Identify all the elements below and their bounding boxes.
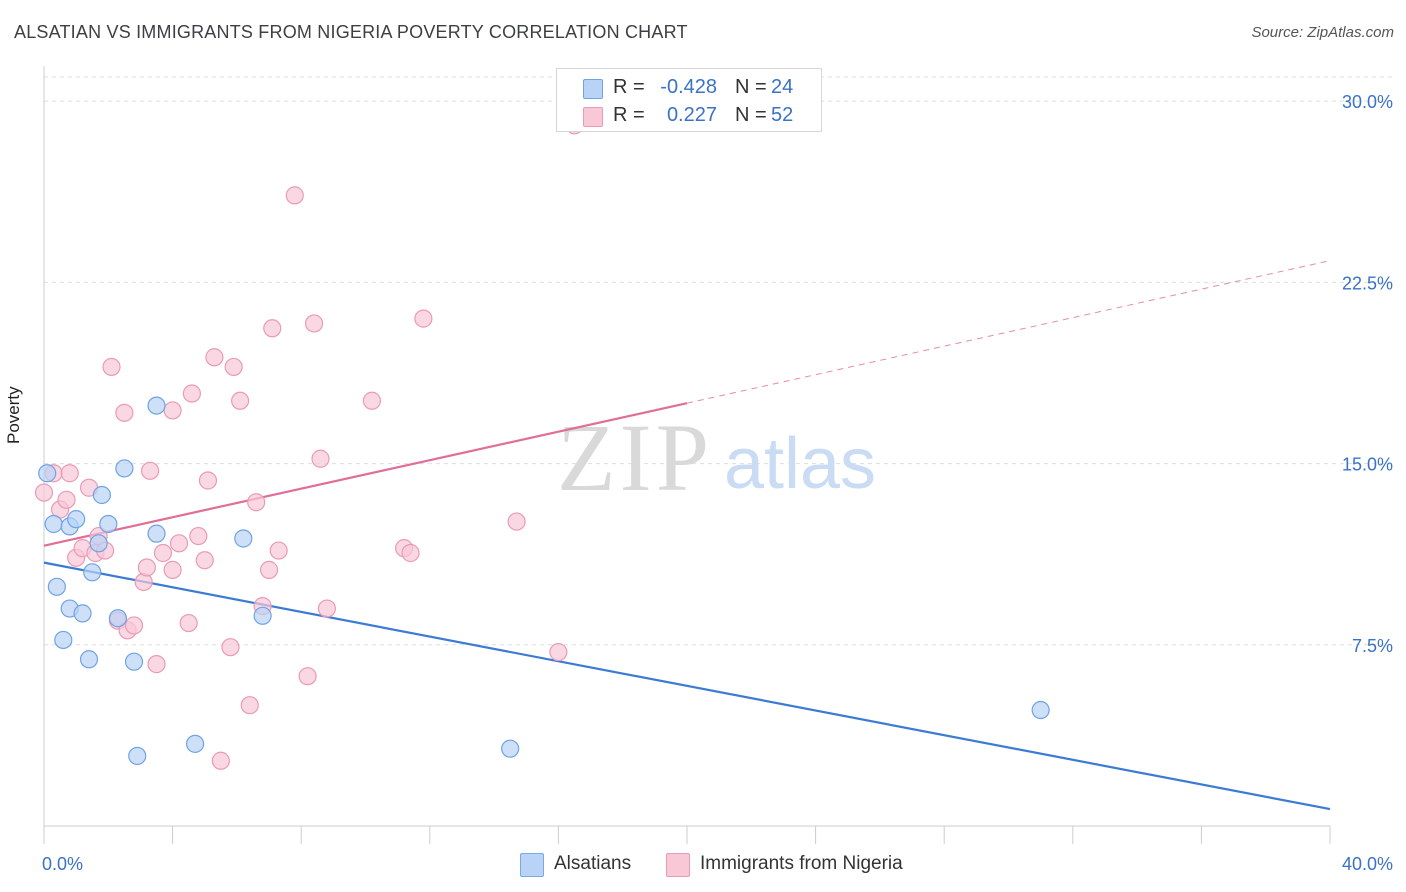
- data-point-alsatians: [79, 650, 99, 669]
- stats-swatch-alsatians: [583, 79, 603, 99]
- data-point-nigeria: [259, 560, 279, 579]
- data-point-alsatians: [128, 746, 147, 766]
- stats-row-alsatians: R = -0.428 N = 24: [557, 72, 821, 102]
- data-point-nigeria: [311, 449, 330, 468]
- y-axis-title: Poverty: [4, 386, 23, 444]
- data-point-nigeria: [221, 638, 240, 657]
- data-point-nigeria: [34, 483, 54, 502]
- data-point-nigeria: [549, 642, 568, 662]
- trend-line-1: [43, 402, 688, 547]
- stats-r-label: R =: [613, 76, 645, 98]
- data-point-nigeria: [163, 560, 182, 579]
- data-point-nigeria: [211, 751, 230, 770]
- data-point-alsatians: [73, 604, 92, 623]
- data-point-nigeria: [285, 186, 304, 205]
- watermark: ZIP atlas: [557, 404, 876, 511]
- data-point-alsatians: [83, 563, 102, 582]
- x-tick-label: 0.0%: [42, 854, 83, 874]
- data-point-nigeria: [189, 526, 208, 546]
- stats-swatch-nigeria: [583, 107, 603, 127]
- data-point-nigeria: [137, 558, 156, 577]
- stats-r-value: -0.428: [660, 76, 717, 98]
- data-point-alsatians: [147, 396, 166, 415]
- stats-n-value: 24: [771, 76, 794, 98]
- data-point-alsatians: [253, 606, 272, 625]
- source-label: Source: ZipAtlas.com: [1251, 24, 1394, 41]
- data-point-alsatians: [44, 514, 63, 534]
- data-points: [34, 116, 1050, 770]
- data-point-nigeria: [115, 403, 134, 422]
- stats-r-value: 0.227: [666, 104, 717, 126]
- data-point-alsatians: [234, 529, 253, 548]
- data-point-alsatians: [501, 739, 520, 758]
- data-point-nigeria: [195, 551, 214, 570]
- stats-r-label: R =: [613, 104, 645, 126]
- data-point-alsatians: [38, 464, 57, 483]
- legend-swatch-nigeria: [666, 853, 690, 877]
- data-point-nigeria: [124, 616, 144, 635]
- data-point-nigeria: [317, 599, 337, 618]
- data-point-nigeria: [140, 461, 160, 480]
- data-point-alsatians: [108, 609, 128, 628]
- data-point-nigeria: [263, 319, 282, 338]
- legend: Alsatians Immigrants from Nigeria: [0, 852, 1406, 878]
- data-point-nigeria: [240, 696, 259, 715]
- data-point-alsatians: [67, 510, 86, 529]
- watermark-zip: ZIP: [557, 404, 713, 511]
- data-point-nigeria: [231, 391, 250, 410]
- data-point-nigeria: [304, 314, 324, 333]
- data-point-alsatians: [54, 630, 73, 650]
- data-point-nigeria: [153, 543, 173, 563]
- data-point-alsatians: [124, 652, 144, 671]
- data-point-nigeria: [401, 543, 420, 563]
- data-point-nigeria: [205, 348, 224, 367]
- data-point-nigeria: [169, 534, 189, 553]
- stats-box: R = -0.428 N = 24 R = 0.227 N = 52: [556, 68, 822, 132]
- data-point-nigeria: [57, 490, 76, 509]
- trend-line-0: [43, 561, 1331, 811]
- data-point-nigeria: [224, 357, 243, 377]
- data-point-nigeria: [163, 401, 182, 420]
- data-point-alsatians: [115, 459, 134, 478]
- data-point-alsatians: [47, 577, 66, 596]
- watermark-atlas: atlas: [724, 424, 876, 504]
- stats-n-label: N =: [735, 104, 767, 126]
- data-point-nigeria: [198, 471, 218, 490]
- legend-label-alsatians: Alsatians: [554, 853, 632, 874]
- stats-n-value: 52: [771, 104, 794, 126]
- y-tick-label: 22.5%: [1342, 273, 1393, 293]
- legend-swatch-alsatians: [520, 853, 544, 877]
- data-point-alsatians: [147, 524, 166, 543]
- tick-labels: 7.5% 15.0% 22.5% 30.0% 0.0% 40.0%: [42, 92, 1393, 874]
- axes: [43, 66, 1331, 844]
- data-point-nigeria: [147, 655, 166, 674]
- data-point-nigeria: [362, 391, 382, 410]
- stats-n-label: N =: [735, 76, 767, 98]
- y-tick-label: 7.5%: [1352, 636, 1393, 656]
- data-point-nigeria: [298, 667, 317, 686]
- chart-title: ALSATIAN VS IMMIGRANTS FROM NIGERIA POVE…: [14, 22, 688, 42]
- data-point-alsatians: [92, 485, 111, 505]
- data-point-nigeria: [102, 357, 121, 377]
- y-tick-label: 30.0%: [1342, 92, 1393, 112]
- data-point-nigeria: [182, 384, 201, 403]
- data-point-alsatians: [186, 734, 205, 753]
- data-point-alsatians: [89, 534, 108, 553]
- data-point-nigeria: [179, 613, 198, 633]
- legend-label-nigeria: Immigrants from Nigeria: [700, 853, 903, 874]
- grid-lines: [44, 76, 1392, 646]
- x-tick-label: 40.0%: [1342, 854, 1393, 874]
- data-point-alsatians: [99, 514, 118, 534]
- data-point-nigeria: [269, 541, 288, 560]
- data-point-nigeria: [507, 512, 526, 531]
- data-point-nigeria: [414, 309, 433, 328]
- data-point-alsatians: [1031, 700, 1050, 720]
- stats-row-nigeria: R = 0.227 N = 52: [557, 100, 821, 130]
- data-point-nigeria: [247, 493, 266, 512]
- y-tick-label: 15.0%: [1342, 455, 1393, 475]
- data-point-nigeria: [60, 464, 79, 483]
